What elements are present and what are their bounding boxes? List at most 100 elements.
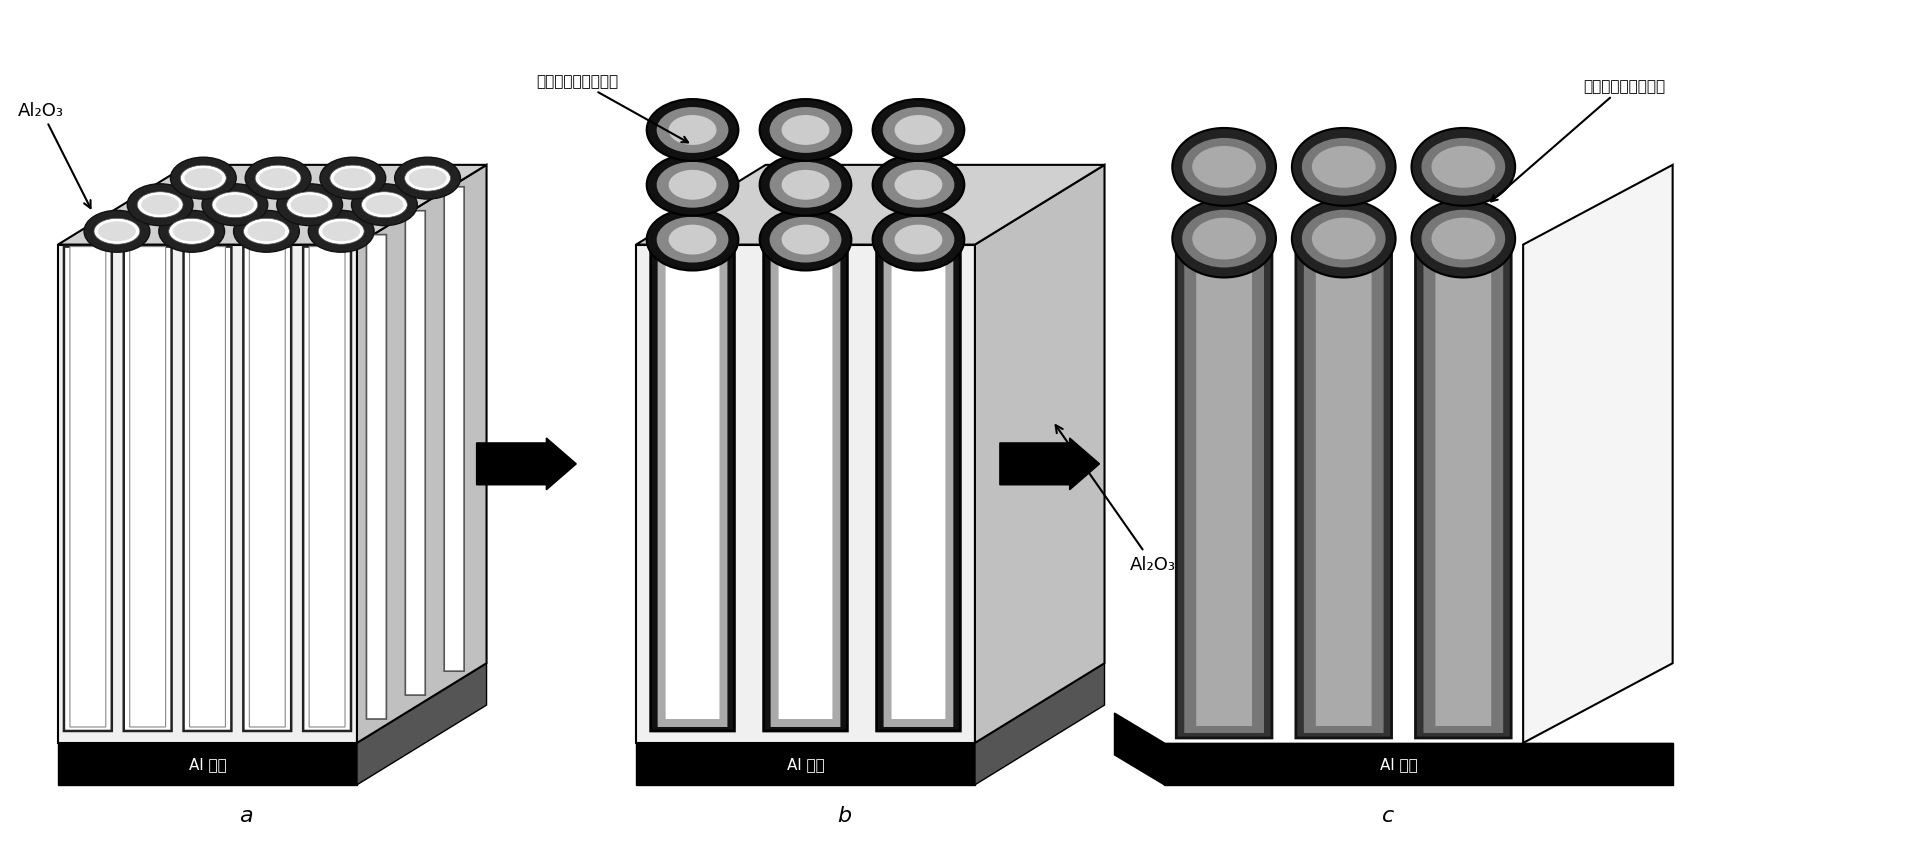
Ellipse shape [1412, 201, 1516, 279]
Ellipse shape [243, 219, 289, 245]
Text: Al 基底: Al 基底 [787, 756, 824, 771]
Ellipse shape [322, 222, 360, 242]
Ellipse shape [366, 196, 404, 215]
Bar [57, 743, 356, 785]
Ellipse shape [395, 158, 460, 200]
FancyBboxPatch shape [69, 247, 105, 728]
Ellipse shape [159, 211, 224, 253]
Text: a: a [240, 804, 253, 825]
Ellipse shape [872, 209, 964, 271]
Ellipse shape [1173, 129, 1276, 207]
FancyBboxPatch shape [125, 247, 172, 731]
FancyBboxPatch shape [303, 247, 351, 731]
Ellipse shape [1291, 129, 1395, 207]
FancyBboxPatch shape [249, 247, 285, 728]
FancyBboxPatch shape [764, 247, 847, 731]
Ellipse shape [1192, 147, 1257, 188]
Ellipse shape [770, 163, 841, 208]
Ellipse shape [759, 154, 851, 216]
Ellipse shape [669, 170, 717, 201]
Ellipse shape [1431, 219, 1494, 260]
Ellipse shape [669, 116, 717, 146]
FancyBboxPatch shape [1424, 251, 1504, 733]
FancyBboxPatch shape [63, 247, 111, 731]
Ellipse shape [770, 218, 841, 263]
Text: Al₂O₃: Al₂O₃ [17, 102, 90, 208]
Ellipse shape [276, 185, 343, 226]
Ellipse shape [1412, 129, 1516, 207]
Ellipse shape [362, 192, 408, 219]
Ellipse shape [1312, 147, 1376, 188]
FancyBboxPatch shape [883, 247, 954, 728]
FancyBboxPatch shape [1196, 263, 1251, 726]
Ellipse shape [669, 225, 717, 255]
Ellipse shape [234, 211, 299, 253]
FancyBboxPatch shape [130, 247, 165, 728]
Ellipse shape [1422, 210, 1506, 268]
Ellipse shape [404, 166, 450, 192]
Ellipse shape [291, 196, 328, 215]
Polygon shape [636, 663, 1104, 743]
Text: Al 基底: Al 基底 [1380, 756, 1418, 771]
Text: c: c [1383, 804, 1395, 825]
Ellipse shape [657, 218, 728, 263]
Text: Al₂O₃: Al₂O₃ [1056, 425, 1175, 573]
Ellipse shape [172, 222, 211, 242]
Ellipse shape [657, 163, 728, 208]
Ellipse shape [895, 170, 943, 201]
FancyBboxPatch shape [657, 247, 728, 728]
FancyBboxPatch shape [1305, 251, 1383, 733]
Ellipse shape [84, 211, 149, 253]
Ellipse shape [247, 222, 285, 242]
Ellipse shape [648, 209, 738, 271]
Ellipse shape [142, 196, 178, 215]
FancyBboxPatch shape [665, 255, 718, 719]
FancyBboxPatch shape [445, 187, 464, 671]
Ellipse shape [320, 158, 385, 200]
FancyBboxPatch shape [878, 247, 960, 731]
Ellipse shape [94, 219, 140, 245]
Ellipse shape [138, 192, 184, 219]
Polygon shape [57, 663, 487, 743]
FancyBboxPatch shape [308, 247, 345, 728]
Ellipse shape [657, 108, 728, 154]
FancyBboxPatch shape [1435, 263, 1491, 726]
FancyBboxPatch shape [406, 212, 425, 695]
FancyBboxPatch shape [778, 255, 832, 719]
Ellipse shape [1192, 219, 1257, 260]
Ellipse shape [201, 185, 268, 226]
Ellipse shape [255, 166, 301, 192]
Polygon shape [57, 246, 356, 743]
FancyBboxPatch shape [243, 247, 291, 731]
FancyBboxPatch shape [184, 247, 232, 731]
FancyBboxPatch shape [190, 247, 226, 728]
Ellipse shape [782, 116, 830, 146]
Ellipse shape [126, 185, 194, 226]
Ellipse shape [245, 158, 310, 200]
Ellipse shape [184, 169, 222, 189]
FancyBboxPatch shape [770, 247, 841, 728]
Ellipse shape [1182, 138, 1266, 197]
Ellipse shape [1422, 138, 1506, 197]
Polygon shape [975, 165, 1104, 743]
Polygon shape [356, 165, 487, 743]
FancyBboxPatch shape [891, 255, 945, 719]
Ellipse shape [333, 169, 372, 189]
Text: Al 基底: Al 基底 [188, 756, 226, 771]
Ellipse shape [872, 100, 964, 162]
Ellipse shape [883, 108, 954, 154]
Ellipse shape [895, 116, 943, 146]
FancyArrow shape [1000, 438, 1100, 490]
Ellipse shape [287, 192, 333, 219]
Ellipse shape [770, 108, 841, 154]
Ellipse shape [1431, 147, 1494, 188]
Ellipse shape [180, 166, 226, 192]
Ellipse shape [1301, 210, 1385, 268]
FancyBboxPatch shape [1176, 251, 1272, 738]
Ellipse shape [318, 219, 364, 245]
FancyBboxPatch shape [1416, 251, 1512, 738]
Ellipse shape [759, 100, 851, 162]
Ellipse shape [171, 158, 236, 200]
Polygon shape [1523, 165, 1673, 743]
Bar [1165, 743, 1673, 785]
